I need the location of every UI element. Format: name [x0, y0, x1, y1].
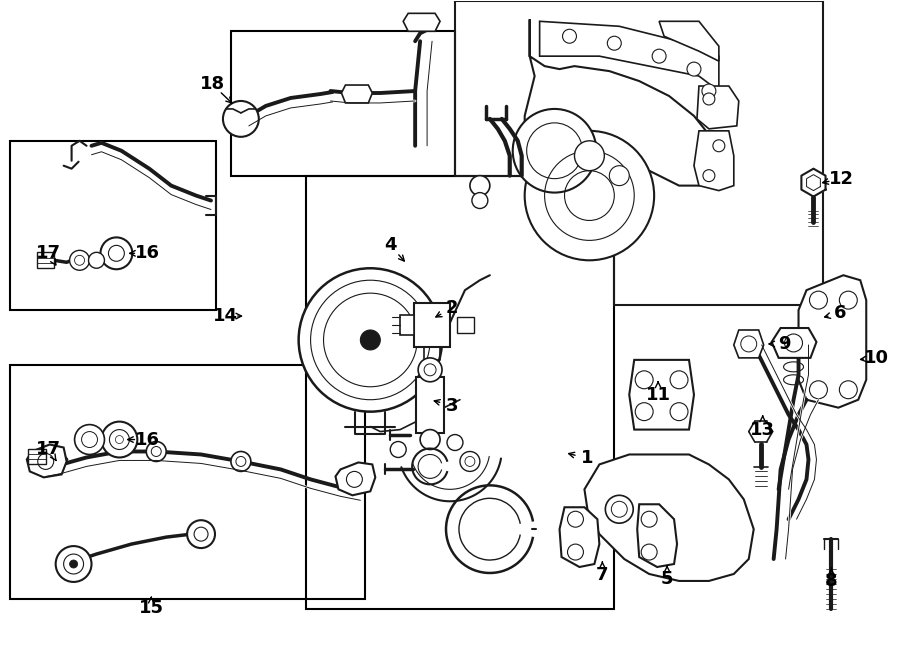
Polygon shape: [637, 504, 677, 567]
Text: 10: 10: [864, 349, 888, 367]
Circle shape: [513, 109, 597, 192]
Text: 3: 3: [446, 397, 458, 414]
Text: 2: 2: [446, 299, 458, 317]
Polygon shape: [801, 169, 825, 196]
Polygon shape: [798, 275, 866, 408]
Circle shape: [608, 36, 621, 50]
Polygon shape: [403, 13, 440, 31]
Text: 4: 4: [384, 237, 397, 254]
Polygon shape: [560, 507, 599, 567]
Circle shape: [360, 330, 381, 350]
Polygon shape: [400, 315, 414, 335]
Circle shape: [447, 434, 463, 451]
Circle shape: [187, 520, 215, 548]
Text: 15: 15: [139, 599, 164, 617]
Circle shape: [606, 495, 634, 524]
Circle shape: [609, 166, 629, 186]
Polygon shape: [584, 455, 753, 581]
Bar: [306, 176, 615, 609]
Circle shape: [470, 176, 490, 196]
Polygon shape: [457, 317, 474, 333]
Text: 13: 13: [751, 420, 775, 439]
Polygon shape: [37, 253, 54, 268]
Polygon shape: [416, 377, 444, 432]
Polygon shape: [697, 86, 739, 129]
Bar: [10, 365, 365, 599]
Circle shape: [652, 49, 666, 63]
Text: 12: 12: [829, 170, 854, 188]
Circle shape: [56, 546, 92, 582]
Circle shape: [299, 268, 442, 412]
Bar: [10, 141, 216, 310]
Text: 9: 9: [778, 335, 791, 353]
Circle shape: [69, 251, 89, 270]
Polygon shape: [771, 328, 816, 358]
Text: 16: 16: [135, 430, 160, 449]
Text: 14: 14: [212, 307, 238, 325]
Circle shape: [703, 170, 715, 182]
Circle shape: [713, 140, 725, 152]
Circle shape: [102, 422, 138, 457]
Circle shape: [562, 29, 577, 43]
Circle shape: [574, 141, 604, 171]
Polygon shape: [341, 85, 373, 103]
Bar: [231, 31, 455, 176]
Text: 6: 6: [834, 304, 847, 322]
Polygon shape: [27, 444, 67, 477]
Polygon shape: [525, 19, 719, 186]
Polygon shape: [540, 21, 719, 91]
Text: 17: 17: [36, 440, 61, 459]
Circle shape: [525, 131, 654, 260]
Polygon shape: [414, 303, 450, 347]
Circle shape: [147, 442, 166, 461]
Circle shape: [703, 93, 715, 105]
Circle shape: [88, 253, 104, 268]
Circle shape: [75, 424, 104, 455]
Circle shape: [472, 192, 488, 208]
Circle shape: [391, 442, 406, 457]
Polygon shape: [734, 330, 764, 358]
Text: 8: 8: [825, 572, 838, 590]
Text: 5: 5: [661, 570, 673, 588]
Circle shape: [418, 358, 442, 382]
Text: 18: 18: [200, 75, 225, 93]
Text: 17: 17: [36, 245, 61, 262]
Text: 11: 11: [645, 386, 670, 404]
Text: 7: 7: [596, 566, 608, 584]
Circle shape: [101, 237, 132, 269]
Circle shape: [687, 62, 701, 76]
Circle shape: [231, 451, 251, 471]
Circle shape: [460, 451, 480, 471]
Polygon shape: [629, 360, 694, 430]
Text: 1: 1: [581, 449, 594, 467]
Circle shape: [69, 560, 77, 568]
Circle shape: [420, 430, 440, 449]
Circle shape: [223, 101, 259, 137]
Text: 16: 16: [135, 245, 160, 262]
Polygon shape: [694, 131, 733, 190]
Polygon shape: [659, 21, 719, 61]
Circle shape: [702, 84, 716, 98]
Polygon shape: [336, 463, 375, 495]
Polygon shape: [28, 449, 46, 465]
